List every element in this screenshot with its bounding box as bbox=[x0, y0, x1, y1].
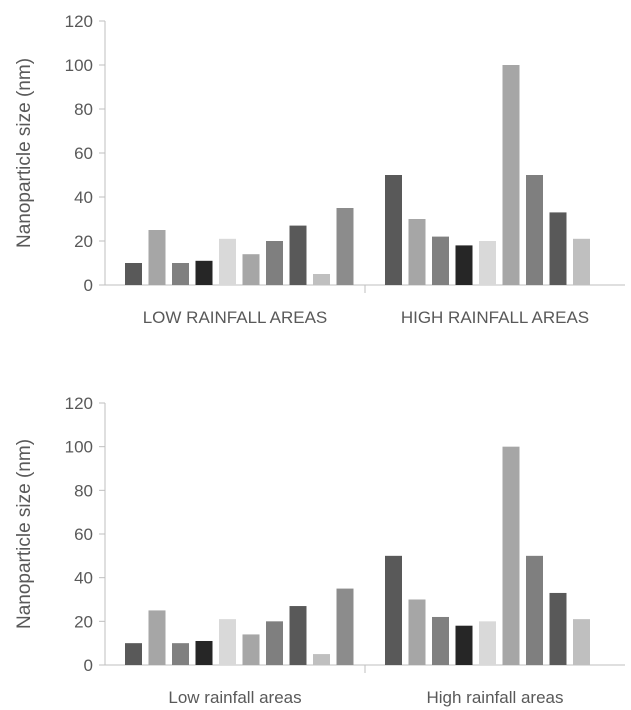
bar-high-rainfall-areas-9 bbox=[573, 619, 590, 665]
bar-low-rainfall-areas-7 bbox=[266, 621, 283, 665]
bar-high-rainfall-areas-1 bbox=[385, 555, 402, 665]
bar-low-rainfall-areas-4 bbox=[195, 260, 213, 285]
bar-low-rainfall-areas-1 bbox=[125, 263, 142, 285]
bar-high-rainfall-areas-2 bbox=[408, 219, 426, 285]
bar-low-rainfall-areas-8 bbox=[289, 225, 307, 285]
bar-low-rainfall-areas-1 bbox=[125, 643, 142, 665]
x-category-label: High rainfall areas bbox=[426, 688, 563, 707]
bar-low-rainfall-areas-8 bbox=[289, 606, 307, 665]
bar-high-rainfall-areas-5 bbox=[479, 621, 496, 665]
bar-chart-lower: Nanoparticle size (nm) 0 20 40 60 80 100 120 Low… bbox=[14, 394, 625, 707]
bar-high-rainfall-areas-5 bbox=[479, 241, 496, 285]
bar-high-rainfall-areas-6 bbox=[502, 65, 520, 285]
bar-low-rainfall-areas-4 bbox=[195, 640, 213, 665]
bar-low-rainfall-areas-9 bbox=[313, 274, 330, 285]
bar-chart-upper: Nanoparticle size (nm) 0 20 40 60 80 100 120 LOW… bbox=[14, 12, 625, 327]
y-axis-title: Nanoparticle size (nm) bbox=[14, 58, 35, 248]
bar-high-rainfall-areas-8 bbox=[549, 592, 567, 665]
y-axis-title: Nanoparticle size (nm) bbox=[14, 439, 35, 629]
y-tick-label: 20 bbox=[74, 612, 93, 631]
bar-low-rainfall-areas-3 bbox=[172, 263, 189, 285]
y-tick-label: 100 bbox=[65, 438, 93, 457]
bar-high-rainfall-areas-4 bbox=[455, 245, 473, 285]
x-category-label: Low rainfall areas bbox=[168, 688, 301, 707]
bar-high-rainfall-areas-2 bbox=[408, 599, 426, 665]
x-category-label: HIGH RAINFALL AREAS bbox=[401, 308, 589, 327]
y-tick-label: 0 bbox=[84, 276, 93, 295]
bar-high-rainfall-areas-6 bbox=[502, 446, 520, 665]
x-category-label: LOW RAINFALL AREAS bbox=[143, 308, 328, 327]
y-tick-label: 120 bbox=[65, 12, 93, 31]
bar-high-rainfall-areas-3 bbox=[432, 236, 449, 285]
y-tick-label: 40 bbox=[74, 188, 93, 207]
bar-low-rainfall-areas-2 bbox=[148, 610, 166, 665]
bar-low-rainfall-areas-2 bbox=[148, 230, 166, 285]
bar-high-rainfall-areas-7 bbox=[526, 175, 543, 285]
y-tick-label: 80 bbox=[74, 481, 93, 500]
bar-low-rainfall-areas-6 bbox=[242, 254, 260, 285]
bar-high-rainfall-areas-7 bbox=[526, 555, 543, 665]
y-tick-label: 100 bbox=[65, 56, 93, 75]
y-tick-label: 0 bbox=[84, 656, 93, 675]
bar-low-rainfall-areas-7 bbox=[266, 241, 283, 285]
bar-low-rainfall-areas-10 bbox=[336, 588, 354, 665]
y-tick-label: 120 bbox=[65, 394, 93, 413]
y-tick-label: 60 bbox=[74, 525, 93, 544]
y-tick-label: 40 bbox=[74, 569, 93, 588]
bar-low-rainfall-areas-10 bbox=[336, 208, 354, 285]
bar-high-rainfall-areas-4 bbox=[455, 625, 473, 665]
y-tick-label: 20 bbox=[74, 232, 93, 251]
bar-high-rainfall-areas-9 bbox=[573, 238, 590, 285]
bar-low-rainfall-areas-5 bbox=[219, 238, 236, 285]
y-tick-label: 80 bbox=[74, 100, 93, 119]
y-tick-label: 60 bbox=[74, 144, 93, 163]
bar-low-rainfall-areas-5 bbox=[219, 619, 236, 665]
bar-high-rainfall-areas-1 bbox=[385, 175, 402, 285]
bar-low-rainfall-areas-6 bbox=[242, 634, 260, 665]
bar-low-rainfall-areas-9 bbox=[313, 654, 330, 665]
bar-high-rainfall-areas-3 bbox=[432, 616, 449, 665]
bar-high-rainfall-areas-8 bbox=[549, 212, 567, 285]
bar-low-rainfall-areas-3 bbox=[172, 643, 189, 665]
